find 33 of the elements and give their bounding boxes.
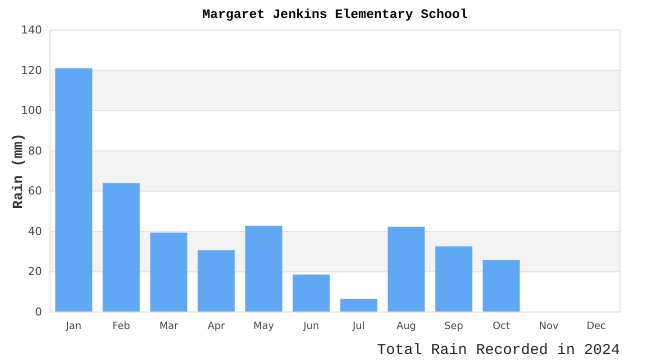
- x-tick-label: Oct: [492, 321, 510, 332]
- bar: [102, 183, 140, 312]
- bar: [292, 274, 330, 312]
- bar: [198, 250, 235, 312]
- y-tick-label: 20: [28, 265, 42, 278]
- x-tick-label: May: [253, 321, 274, 332]
- x-tick-label: Dec: [586, 321, 606, 332]
- x-tick-label: Jan: [65, 321, 82, 332]
- x-axis-title: Total Rain Recorded in 2024: [376, 342, 620, 359]
- chart-title: Margaret Jenkins Elementary School: [202, 7, 468, 22]
- bar: [482, 260, 520, 312]
- y-tick-label: 120: [21, 64, 42, 77]
- x-tick-label: Jul: [352, 321, 365, 332]
- y-tick-label: 0: [35, 306, 42, 319]
- y-axis-title: Rain (mm): [11, 133, 27, 209]
- y-tick-label: 100: [21, 104, 42, 118]
- y-tick-label: 60: [28, 184, 42, 198]
- bar: [388, 226, 425, 312]
- x-tick-label: Aug: [396, 321, 416, 332]
- y-tick-label: 140: [21, 24, 42, 37]
- x-tick-label: Jun: [302, 321, 320, 332]
- x-tick-label: Sep: [444, 321, 464, 332]
- bar: [340, 298, 378, 312]
- bar: [435, 246, 472, 312]
- x-tick-label: Feb: [112, 321, 130, 332]
- bar: [245, 226, 282, 312]
- x-tick-label: Nov: [538, 321, 559, 332]
- bar: [55, 68, 92, 312]
- y-tick-label: 40: [28, 224, 42, 238]
- bar: [150, 232, 188, 312]
- y-tick-label: 80: [28, 144, 42, 158]
- x-tick-label: Apr: [208, 321, 226, 332]
- x-tick-label: Mar: [159, 321, 180, 332]
